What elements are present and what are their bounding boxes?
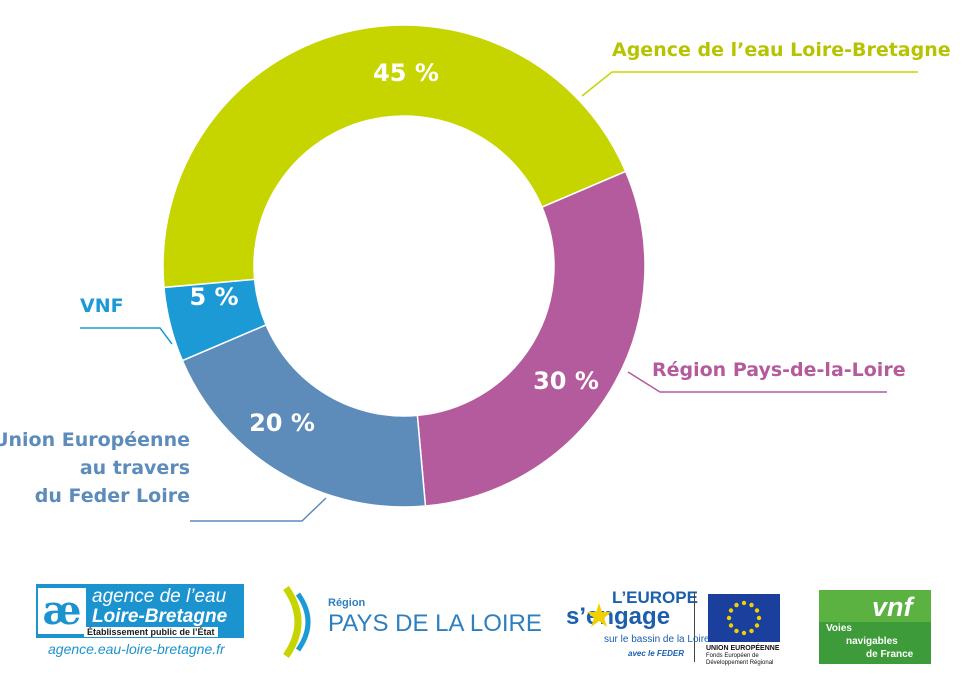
vnf-logo-line2: navigables	[846, 636, 898, 647]
eu-star-icon	[754, 623, 760, 628]
eu-star-icon	[741, 600, 747, 606]
slice-value-label-agence: 45 %	[373, 59, 439, 87]
slice-value-label-region: 30 %	[533, 367, 599, 395]
eu-flag-text2: Fonds Européen de	[706, 653, 759, 659]
europe-logo-line1: L’EUROPE	[612, 588, 698, 607]
donut-slice-union-europeenne	[181, 323, 427, 508]
region-swoosh-icon	[283, 585, 311, 659]
eu-flag-text3: Développement Régional	[706, 660, 774, 666]
slice-value-label-union-europeenne: 20 %	[249, 409, 315, 437]
eu-star-icon	[734, 602, 739, 608]
slice-name-label-region: Région Pays-de-la-Loire	[652, 359, 906, 381]
callout-line-region	[627, 371, 887, 393]
donut-slice-vnf	[163, 278, 268, 362]
agence-logo-line3: Établissement public de l’État	[84, 627, 218, 637]
region-logo-small: Région	[328, 597, 366, 609]
europe-logo-line3: sur le bassin de la Loire	[604, 634, 710, 645]
star-icon	[587, 603, 611, 627]
eu-star-icon	[749, 628, 754, 634]
europe-logo-line4: avec le FEDER	[628, 649, 685, 658]
eu-star-icon	[756, 615, 762, 621]
agence-logo-line2: Loire-Bretagne	[92, 606, 228, 627]
agence-logo-line1: agence de l’eau	[92, 586, 227, 607]
region-logo-main: PAYS DE LA LOIRE	[328, 610, 542, 637]
agence-logo-url: agence.eau-loire-bretagne.fr	[48, 641, 225, 657]
slice-name-label-vnf: VNF	[80, 295, 124, 317]
callout-line-vnf	[80, 327, 173, 345]
callout-line-agence	[581, 71, 918, 97]
slice-name-label-union-europeenne: Union Européenne au travers du Feder Loire	[0, 429, 190, 507]
eu-star-icon	[734, 628, 739, 634]
eu-star-icon	[728, 623, 734, 628]
eu-flag-text1: UNION EUROPÉENNE	[706, 645, 780, 652]
eu-star-icon	[749, 602, 754, 608]
callout-line-union-europeenne	[190, 497, 327, 522]
donut-chart: 45 % 30 % 20 % 5 % Agence de l’eau Loire-Br…	[0, 24, 951, 522]
vnf-logo-line1: Voies	[826, 623, 852, 634]
divider	[694, 592, 695, 662]
eu-star-icon	[754, 608, 760, 613]
donut-slice-region	[416, 170, 646, 507]
eu-flag-icon	[708, 594, 780, 642]
eu-star-icon	[741, 630, 747, 636]
eu-star-icon	[728, 608, 734, 613]
vnf-logo-line3: de France	[866, 649, 914, 660]
slice-value-label-vnf: 5 %	[189, 283, 238, 311]
slice-name-label-agence: Agence de l’eau Loire-Bretagne	[612, 39, 951, 61]
vnf-logo-name: vnf	[872, 592, 913, 622]
ae-logo-icon: æ	[38, 588, 86, 634]
donut-slice-agence	[162, 24, 627, 289]
europe-logo-line2: s’engage	[566, 603, 671, 630]
eu-star-icon	[726, 615, 732, 621]
